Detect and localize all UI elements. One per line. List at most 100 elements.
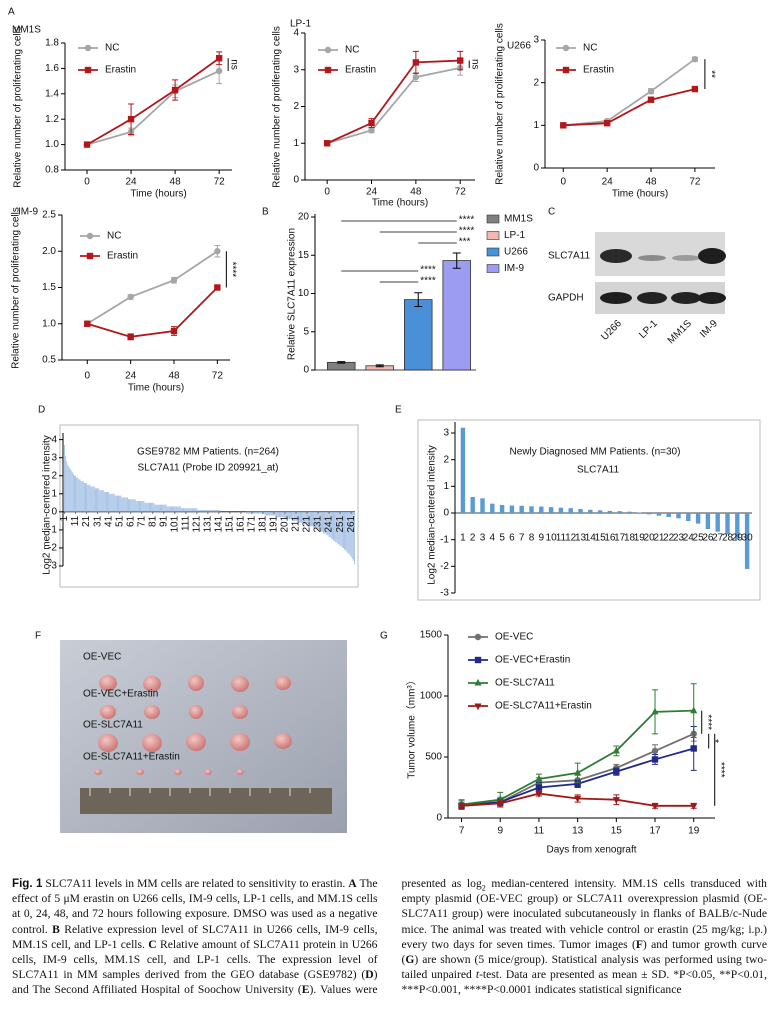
- bar: [269, 511, 270, 516]
- x-tick-label: 30: [742, 533, 754, 544]
- y-tick-label: -2: [440, 561, 449, 572]
- bar: [147, 502, 149, 512]
- bar: [247, 511, 248, 514]
- marker: [651, 707, 659, 715]
- blot-row-label: SLC7A11: [548, 251, 591, 262]
- bar: [323, 511, 324, 534]
- band: [698, 248, 726, 264]
- bar: [352, 511, 354, 561]
- bar: [293, 511, 295, 521]
- bar: [343, 511, 344, 548]
- marker: [574, 795, 582, 803]
- bar: [281, 511, 283, 518]
- bar: [183, 508, 185, 512]
- x-tick-label: 1: [59, 515, 70, 521]
- marker: [562, 66, 570, 74]
- y-tick-label: 0: [436, 813, 442, 824]
- marker: [651, 803, 659, 810]
- y-tick-label: 3: [293, 64, 299, 75]
- caption-text: SLC7A11 levels in MM cells are related t…: [42, 877, 349, 890]
- marker: [474, 703, 482, 711]
- bar: [312, 511, 313, 527]
- bar: [261, 511, 263, 514]
- bar: [252, 511, 254, 514]
- bar: [108, 491, 110, 512]
- marker: [690, 706, 698, 714]
- bar: [340, 511, 342, 547]
- marker: [215, 55, 223, 62]
- bar: [144, 502, 146, 512]
- significance-label: ns: [229, 59, 240, 70]
- caption-text: D: [365, 968, 374, 982]
- bar: [214, 510, 215, 512]
- bar: [96, 488, 97, 512]
- x-tick-label: 11: [534, 826, 545, 837]
- bar: [271, 511, 273, 516]
- bar: [177, 506, 179, 512]
- y-tick-label: 1.2: [45, 114, 59, 125]
- bar: [122, 497, 124, 512]
- blot-lane-label: IM-9: [698, 318, 720, 340]
- bar: [93, 486, 95, 512]
- x-tick-label: 0: [85, 371, 91, 382]
- bar: [302, 511, 304, 523]
- bar: [295, 511, 297, 521]
- y-tick-label: 0: [51, 506, 57, 517]
- marker: [647, 96, 655, 103]
- bar: [205, 510, 207, 512]
- blot-lane-label: MM1S: [666, 318, 694, 346]
- bar: [66, 461, 68, 512]
- x-tick-label: 21: [81, 515, 92, 527]
- bar: [169, 506, 171, 512]
- band: [672, 255, 700, 261]
- bar: [272, 511, 274, 516]
- y-tick-label: 0.8: [45, 165, 59, 176]
- caption-text: E: [301, 983, 310, 997]
- marker: [127, 293, 134, 301]
- x-tick-label: 9: [497, 826, 503, 837]
- error-bar: [452, 252, 461, 269]
- ruler-ticks: [89, 788, 311, 796]
- bar: [216, 510, 218, 512]
- tumors: [94, 675, 292, 775]
- bar: [286, 511, 288, 520]
- bar: [460, 427, 466, 513]
- bar: [92, 486, 94, 512]
- bar: [314, 511, 316, 529]
- bar: [151, 502, 153, 512]
- x-tick-label: 91: [158, 515, 169, 527]
- marker: [651, 747, 659, 755]
- chart-title: LP-1: [290, 19, 312, 30]
- marker: [647, 88, 655, 95]
- bar: [666, 513, 671, 517]
- x-tick-label: 5: [499, 533, 505, 544]
- bar: [292, 511, 294, 521]
- legend-swatch: [486, 214, 500, 224]
- y-tick-label: -1: [48, 525, 57, 536]
- bar: [180, 508, 182, 512]
- series-line: [326, 59, 461, 145]
- bar: [140, 501, 142, 512]
- annotation: SLC7A11: [577, 465, 620, 476]
- bar: [255, 511, 257, 514]
- x-tick-label: 23: [673, 533, 685, 544]
- bar: [89, 484, 91, 512]
- bar: [188, 508, 190, 512]
- bar: [152, 502, 154, 512]
- bar: [274, 511, 276, 516]
- bar: [291, 511, 293, 520]
- legend-label: Erastin: [583, 65, 614, 76]
- bar: [265, 511, 267, 516]
- bar: [174, 506, 176, 512]
- bar: [285, 511, 287, 520]
- bar: [519, 505, 524, 513]
- y-axis-label: Log2 median-centered intensity: [427, 445, 438, 585]
- bar: [354, 511, 355, 565]
- bar: [300, 511, 301, 523]
- bar: [337, 511, 339, 545]
- bar: [80, 481, 82, 512]
- marker: [474, 656, 482, 664]
- bar: [350, 511, 352, 557]
- y-tick-label: 4: [51, 434, 57, 445]
- bar: [617, 511, 622, 513]
